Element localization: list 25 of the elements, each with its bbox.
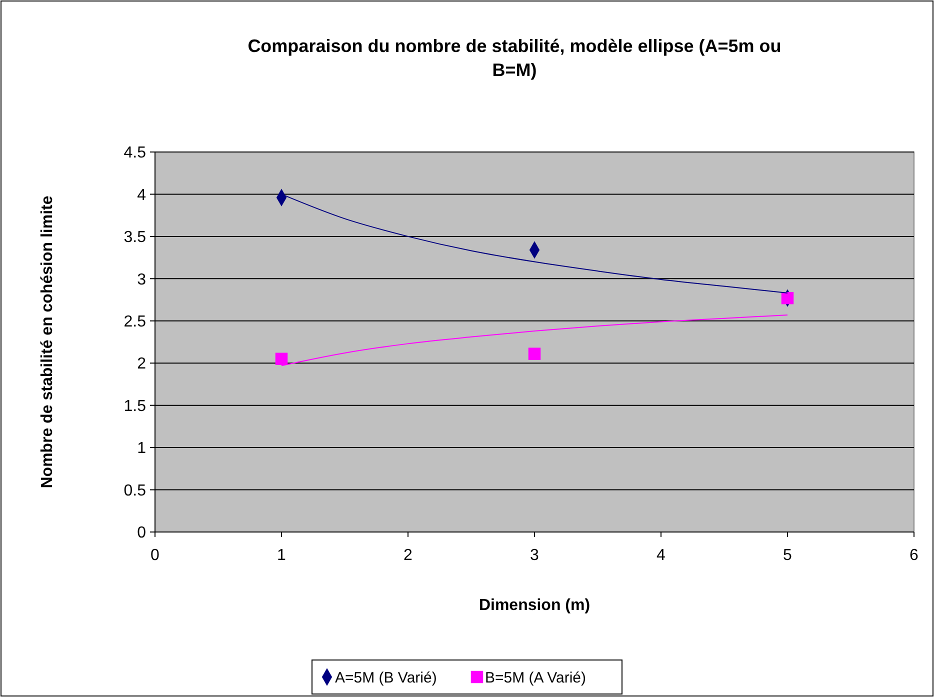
x-tick-label: 1 (277, 547, 286, 564)
x-tick-label: 2 (404, 547, 413, 564)
y-tick-label: 2 (137, 356, 146, 373)
y-tick-label: 0 (137, 524, 146, 542)
x-tick-label: 5 (783, 547, 792, 564)
y-tick-label: 2.5 (124, 313, 146, 330)
point (275, 352, 288, 366)
y-tick-label: 1 (137, 440, 146, 458)
point (781, 292, 794, 304)
x-tick-label: 6 (910, 547, 919, 564)
x-tick-label: 3 (530, 547, 540, 564)
x-tick-label: 0 (150, 547, 160, 564)
y-axis-title: Nombre de stabilité en cohésion limite (39, 196, 56, 488)
y-tick-label: 3 (137, 271, 146, 288)
x-axis-title: Dimension (m) (478, 597, 590, 614)
legend-label: B=5M (A Varié) (485, 669, 586, 686)
y-tick-label: 4 (137, 186, 146, 204)
legend-label: A=5M (B Varié) (335, 669, 437, 686)
chart-title: Comparaison du nombre de stabilité, modèle ellipse (A=5m ou B=M) (248, 36, 782, 80)
x-tick-label: 4 (656, 547, 666, 564)
point (528, 348, 541, 360)
y-tick-label: 4.5 (124, 144, 146, 162)
y-tick-label: 3.5 (124, 229, 146, 246)
y-tick-label: 0.5 (124, 482, 146, 500)
y-tick-label: 1.5 (124, 398, 146, 415)
